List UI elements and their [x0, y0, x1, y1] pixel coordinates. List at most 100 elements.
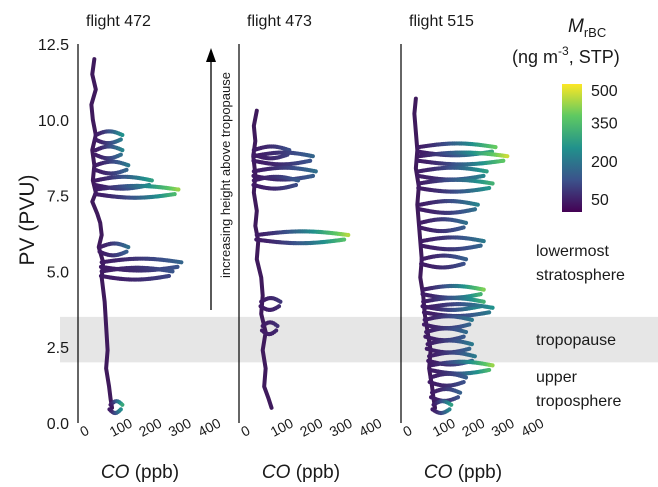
colorbar-title: MrBC: [568, 16, 606, 40]
colorbar-ticks: 500 350 200 50: [591, 83, 618, 209]
data-point: [124, 167, 129, 172]
data-point: [275, 323, 280, 329]
spike: [259, 320, 280, 337]
spike: [430, 399, 454, 416]
y-tick-label: 7.5: [47, 189, 69, 206]
data-point: [313, 169, 318, 174]
data-point: [461, 225, 466, 230]
data-point: [469, 317, 474, 323]
data-point: [467, 346, 472, 351]
x-axis-label-species: CO: [262, 462, 291, 483]
x-axis-label: CO (ppb): [101, 462, 179, 483]
panel-title: flight 515: [409, 13, 474, 30]
panel-title: flight 473: [247, 13, 312, 30]
spike: [251, 174, 301, 191]
y-tick-label: 12.5: [38, 37, 69, 54]
y-tick-label: 0.0: [47, 416, 69, 433]
spike: [98, 265, 175, 282]
spike: [97, 241, 131, 258]
data-point: [472, 354, 477, 359]
x-tick-label: 200: [459, 415, 487, 440]
data-point: [278, 299, 283, 304]
data-point: [481, 238, 486, 244]
spike: [416, 177, 495, 194]
panel-2: flight 473 0 100 200 300 400 CO (ppb): [238, 13, 384, 483]
data-point: [493, 144, 498, 150]
x-tick-label: 0: [238, 422, 253, 440]
data-point: [469, 342, 474, 347]
x-tick-label: 300: [327, 415, 355, 440]
spike: [254, 229, 351, 246]
troposphere-label: troposphere: [536, 393, 621, 410]
spike: [427, 359, 495, 376]
data-point: [490, 305, 495, 310]
data-point: [172, 191, 177, 197]
data-point: [124, 249, 129, 254]
data-point: [126, 245, 131, 250]
data-point: [463, 375, 469, 380]
data-point: [487, 185, 492, 191]
data-point: [274, 328, 279, 333]
data-point: [120, 132, 125, 138]
colorbar-units-pre: (ng m: [512, 47, 558, 67]
data-point: [490, 181, 495, 186]
colorbar-units: (ng m-3, STP): [512, 44, 620, 67]
data-point: [467, 322, 472, 327]
data-point: [310, 154, 315, 159]
spike: [93, 183, 181, 200]
data-point: [170, 269, 175, 274]
x-tick-label: 300: [166, 415, 194, 440]
y-tick-label: 2.5: [47, 340, 69, 357]
arrow-label: increasing height above tropopause: [218, 72, 233, 278]
x-tick-label: 0: [77, 422, 92, 440]
x-tick-label: 200: [136, 415, 164, 440]
colorbar-tick-label: 200: [591, 154, 618, 171]
spike: [416, 150, 510, 167]
data-point: [472, 207, 478, 212]
data-point: [463, 220, 469, 225]
data-point: [449, 402, 454, 407]
data-point: [176, 187, 181, 192]
data-point: [179, 260, 184, 265]
spike: [427, 371, 469, 388]
stratosphere-label: stratosphere: [536, 267, 625, 284]
x-axis-label: CO (ppb): [424, 462, 502, 483]
panel-title: flight 472: [86, 13, 151, 30]
x-tick-label: 300: [489, 415, 517, 440]
data-point: [481, 299, 486, 304]
y-tick-labels: 0.0 2.5 5.0 7.5 10.0 12.5: [38, 37, 69, 433]
x-tick-label: 100: [268, 415, 296, 440]
y-tick-label: 10.0: [38, 113, 69, 130]
data-point: [296, 178, 301, 183]
data-point: [308, 158, 313, 163]
x-axis-label-units: (ppb): [290, 462, 340, 483]
profile-trace: [89, 57, 115, 410]
data-point: [346, 232, 351, 238]
x-tick-label: 100: [430, 415, 458, 440]
x-tick-label: 400: [518, 415, 546, 440]
data-point: [487, 310, 492, 315]
y-tick-label: 5.0: [47, 264, 69, 281]
data-point: [175, 264, 180, 269]
data-point: [501, 158, 506, 163]
data-point: [120, 148, 125, 153]
x-axis-label-species: CO: [424, 462, 453, 483]
data-point: [481, 287, 486, 292]
colorbar-tick-label: 50: [591, 192, 609, 209]
data-point: [458, 390, 463, 395]
data-point: [166, 273, 172, 279]
data-point: [481, 173, 486, 178]
spike: [419, 253, 469, 270]
x-axis-label-units: (ppb): [129, 462, 179, 483]
data-point: [342, 237, 347, 242]
x-tick-label: 400: [356, 415, 384, 440]
x-tick-label: 200: [297, 415, 325, 440]
data-point: [463, 257, 469, 262]
spike: [258, 296, 283, 312]
data-point: [487, 367, 492, 373]
spike: [107, 399, 125, 416]
x-tick-label: 0: [400, 422, 415, 440]
colorbar-gradient: [562, 84, 582, 212]
data-point: [484, 169, 489, 174]
